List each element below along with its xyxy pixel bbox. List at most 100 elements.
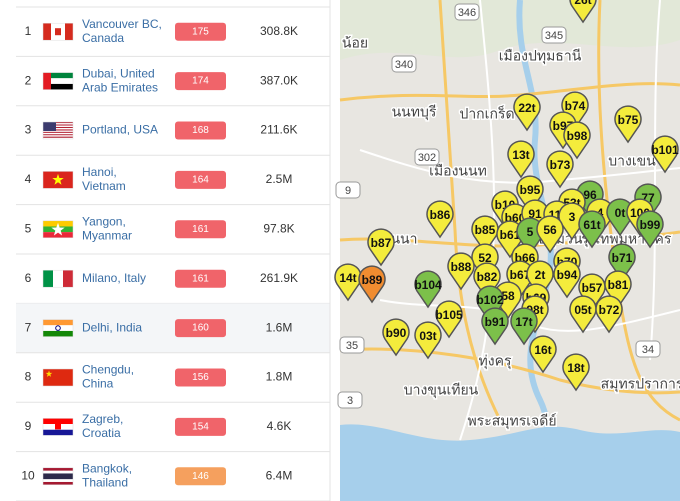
flag: [42, 220, 74, 239]
flag-part: [43, 123, 73, 125]
road-number: 340: [395, 59, 413, 71]
score-badge: [175, 319, 226, 338]
marker-pin: [636, 210, 664, 249]
city-name: Hanoi,: [82, 165, 117, 179]
flag: [42, 171, 74, 189]
flag-part: [43, 72, 73, 79]
marker-pin: [414, 270, 442, 309]
flag-part: [43, 270, 53, 288]
score: 175: [192, 26, 209, 37]
road-number: 35: [346, 340, 358, 352]
followers: 97.8K: [263, 221, 294, 235]
marker-pin: [563, 121, 591, 160]
road-number: 345: [545, 30, 563, 42]
map-marker: 16t: [529, 335, 557, 374]
flag-part: [43, 134, 73, 136]
flag-part: [43, 319, 73, 326]
marker-label: b95: [520, 183, 541, 197]
road-number: 9: [345, 185, 351, 197]
score: 154: [192, 422, 209, 433]
road-number: 3: [347, 395, 353, 407]
map-marker: b57: [578, 273, 606, 312]
score-badge: [175, 220, 226, 239]
rank: 4: [25, 172, 32, 186]
followers: 387.0K: [260, 73, 298, 87]
map-marker: 13t: [507, 140, 535, 179]
flag-border: [42, 269, 74, 288]
map-marker: b94: [553, 260, 581, 299]
flag-part: [53, 270, 63, 288]
marker-label: 52: [478, 251, 492, 265]
marker-pin: [426, 200, 454, 239]
flag: [42, 121, 74, 140]
marker-label: b73: [550, 158, 571, 172]
flag-part: [43, 130, 73, 132]
marker-pin: [553, 260, 581, 299]
city-name: Chengdu,: [82, 363, 134, 377]
marker-label: 2t: [535, 268, 546, 282]
map-area: [340, 0, 680, 60]
place-label: สมุทรปราการ: [601, 376, 680, 393]
marker-pin: [382, 318, 410, 357]
map-marker: b72: [595, 295, 623, 334]
flag-part: [43, 369, 73, 386]
marker-pin: [481, 307, 509, 346]
flag-part: [43, 131, 73, 133]
rank: 3: [25, 123, 32, 137]
marker-label: b61: [500, 228, 521, 242]
rank: 9: [25, 419, 32, 433]
flag: [42, 418, 74, 436]
followers: 308.8K: [260, 24, 298, 38]
city-name: Dubai, United: [82, 66, 155, 80]
place-label: น้อย: [342, 35, 368, 51]
road-shield: [339, 336, 365, 354]
city-name: Delhi, India: [82, 320, 142, 334]
flag: [42, 72, 74, 90]
city-name: Vietnam: [82, 179, 126, 193]
city-name: Myanmar: [82, 228, 132, 242]
marker-label: 13t: [512, 148, 529, 162]
flag-part: [43, 128, 73, 130]
marker-pin: [516, 175, 544, 214]
flag-star: [45, 370, 53, 377]
marker-label: 05t: [574, 303, 591, 317]
marker-label: 03t: [419, 329, 436, 343]
flag-part: [63, 270, 73, 288]
map-marker: b85: [471, 215, 499, 254]
marker-pin: [358, 265, 386, 304]
city-name: Portland, USA: [82, 123, 158, 137]
road-shield: [414, 148, 440, 166]
marker-label: b86: [430, 208, 451, 222]
marker-label: b90: [386, 326, 407, 340]
flag: [42, 22, 74, 41]
map-marker: b73: [546, 150, 574, 189]
map-marker: b71: [608, 243, 636, 282]
followers: 211.6K: [260, 123, 297, 137]
road-shield: [541, 26, 567, 44]
flag-part: [43, 418, 73, 425]
marker-label: b71: [612, 251, 633, 265]
place-label: พระสมุทรเจดีย์: [467, 413, 556, 430]
flag-part: [43, 126, 73, 129]
flag-part: [43, 125, 73, 127]
marker-pin: [561, 91, 589, 130]
followers: 1.8M: [266, 370, 293, 384]
flag-part: [55, 422, 61, 430]
score-badge: [175, 121, 226, 140]
marker-pin: [651, 135, 679, 174]
rank: 8: [25, 370, 32, 384]
map-marker: 18t: [562, 353, 590, 392]
city-name: Zagreb,: [82, 412, 123, 426]
marker-label: b85: [475, 223, 496, 237]
map-marker: b99: [636, 210, 664, 249]
marker-label: b82: [477, 270, 498, 284]
road-number: 34: [642, 344, 654, 356]
city-name: Milano, Italy: [82, 271, 146, 285]
flag-part: [55, 28, 61, 36]
marker-pin: [546, 150, 574, 189]
map-marker: b82: [473, 262, 501, 301]
flag-part: [43, 473, 73, 480]
score: 164: [192, 175, 209, 186]
marker-pin: [614, 105, 642, 144]
map-marker: 61t: [578, 210, 606, 249]
